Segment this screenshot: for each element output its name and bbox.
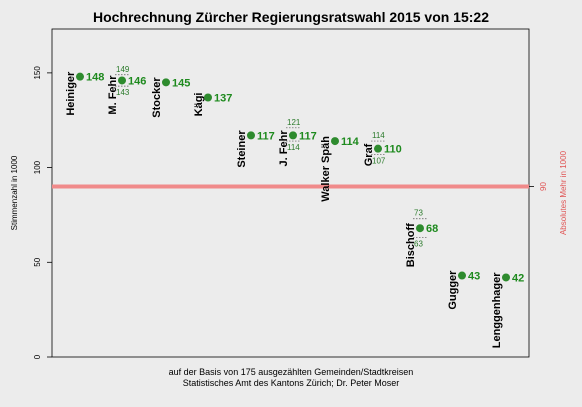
chart-title: Hochrechnung Zürcher Regierungsratswahl … <box>92 9 489 25</box>
lower-bound-label: 143 <box>116 88 130 97</box>
candidate-name: Lenggenhager <box>491 272 503 349</box>
candidate-name: J. Fehr <box>278 130 290 167</box>
candidate-name: Kägi <box>193 93 205 117</box>
data-point <box>118 76 126 85</box>
value-label: 43 <box>468 271 480 283</box>
y-tick-label: 50 <box>33 257 42 266</box>
data-point <box>374 144 382 153</box>
y-axis-label: Stimmenzahl in 1000 <box>10 155 19 230</box>
data-point <box>416 224 424 233</box>
value-label: 137 <box>214 93 232 105</box>
value-label: 145 <box>172 77 190 89</box>
value-label: 42 <box>512 272 524 284</box>
candidate-name: Walker Späh <box>320 136 332 202</box>
upper-bound-label: 73 <box>414 209 423 218</box>
candidate-name: Gugger <box>447 270 459 310</box>
lower-bound-label: 114 <box>287 143 300 152</box>
y-tick-label: 100 <box>33 160 42 174</box>
lower-bound-label: 107 <box>372 156 386 165</box>
data-point <box>162 78 170 87</box>
data-point <box>247 131 255 140</box>
upper-bound-label: 121 <box>287 118 301 127</box>
value-label: 114 <box>341 136 360 148</box>
data-point <box>204 93 212 102</box>
reference-value-label: 90 <box>539 182 548 191</box>
y-tick-label: 0 <box>33 354 42 359</box>
lower-bound-label: 63 <box>414 240 423 249</box>
plot-frame <box>51 28 530 358</box>
data-point <box>76 72 84 81</box>
candidate-name: Heiniger <box>65 71 77 116</box>
value-label: 68 <box>426 223 438 235</box>
footer-basis: auf der Basis von 175 ausgezählten Gemei… <box>168 367 414 377</box>
value-label: 148 <box>86 72 104 84</box>
candidate-name: Bischoff <box>405 223 417 267</box>
candidate-name: Steiner <box>236 130 248 168</box>
value-label: 110 <box>384 144 402 156</box>
chart-footer: auf der Basis von 175 ausgezählten Gemei… <box>0 367 582 389</box>
right-axis-label: Absolutes Mehr in 1000 <box>559 150 568 235</box>
value-label: 117 <box>257 130 275 142</box>
value-label: 146 <box>128 75 146 87</box>
upper-bound-label: 149 <box>116 65 130 74</box>
y-tick-label: 150 <box>33 66 42 80</box>
footer-source: Statistisches Amt des Kantons Zürich; Dr… <box>182 378 400 388</box>
upper-bound-label: 114 <box>372 131 385 140</box>
value-label: 117 <box>299 130 317 142</box>
data-point <box>502 273 510 282</box>
candidate-name: Stocker <box>151 77 163 118</box>
candidate-name: Graf <box>363 143 375 166</box>
data-point <box>458 271 466 280</box>
data-point <box>331 137 339 146</box>
candidate-name: M. Fehr <box>107 75 119 115</box>
data-point <box>289 131 297 140</box>
y-axis: 0 50 100 150 <box>33 66 534 359</box>
